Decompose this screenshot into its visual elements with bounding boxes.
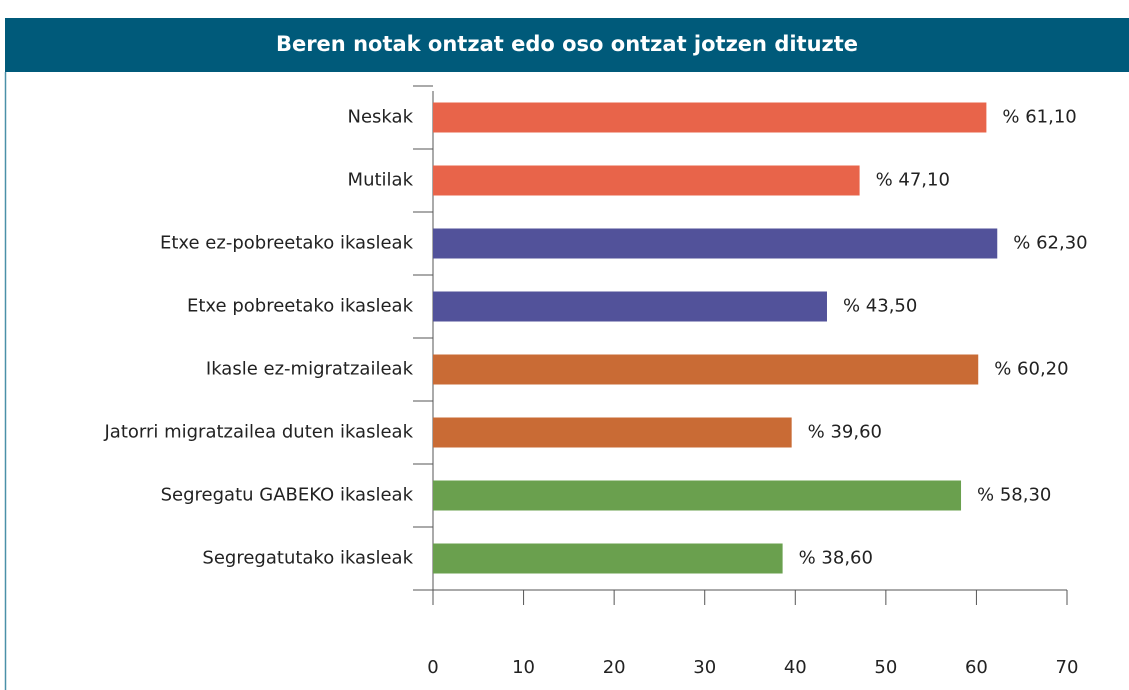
- bar: [433, 165, 860, 196]
- value-label: % 58,30: [977, 485, 1051, 506]
- x-tick-label: 60: [965, 657, 988, 678]
- y-tick-label: Etxe pobreetako ikasleak: [187, 296, 414, 317]
- bar: [433, 102, 987, 133]
- value-label: % 47,10: [876, 170, 950, 191]
- value-label: % 39,60: [808, 422, 882, 443]
- y-tick-label: Jatorri migratzailea duten ikasleak: [103, 422, 413, 443]
- x-tick-label: 40: [784, 657, 807, 678]
- bar: [433, 543, 783, 574]
- y-tick-label: Segregatu GABEKO ikasleak: [161, 485, 414, 506]
- bar: [433, 417, 792, 448]
- header-band: [5, 18, 1129, 72]
- value-label: % 43,50: [843, 296, 917, 317]
- x-tick-label: 0: [427, 657, 438, 678]
- x-tick-label: 10: [512, 657, 535, 678]
- x-tick-label: 70: [1056, 657, 1079, 678]
- bar: [433, 480, 962, 511]
- value-label: % 61,10: [1002, 107, 1076, 128]
- y-tick-label: Neskak: [348, 107, 414, 128]
- x-tick-label: 50: [874, 657, 897, 678]
- y-tick-label: Etxe ez-pobreetako ikasleak: [160, 233, 414, 254]
- bar: [433, 354, 979, 385]
- value-label: % 62,30: [1013, 233, 1087, 254]
- x-tick-label: 30: [693, 657, 716, 678]
- y-tick-label: Ikasle ez-migratzaileak: [206, 359, 414, 380]
- chart-title: Beren notak ontzat edo oso ontzat jotzen…: [276, 32, 858, 56]
- y-tick-label: Segregatutako ikasleak: [202, 548, 413, 569]
- value-label: % 38,60: [799, 548, 873, 569]
- y-tick-label: Mutilak: [348, 170, 414, 191]
- value-label: % 60,20: [994, 359, 1068, 380]
- x-tick-label: 20: [603, 657, 626, 678]
- bar: [433, 291, 827, 322]
- bar: [433, 228, 998, 259]
